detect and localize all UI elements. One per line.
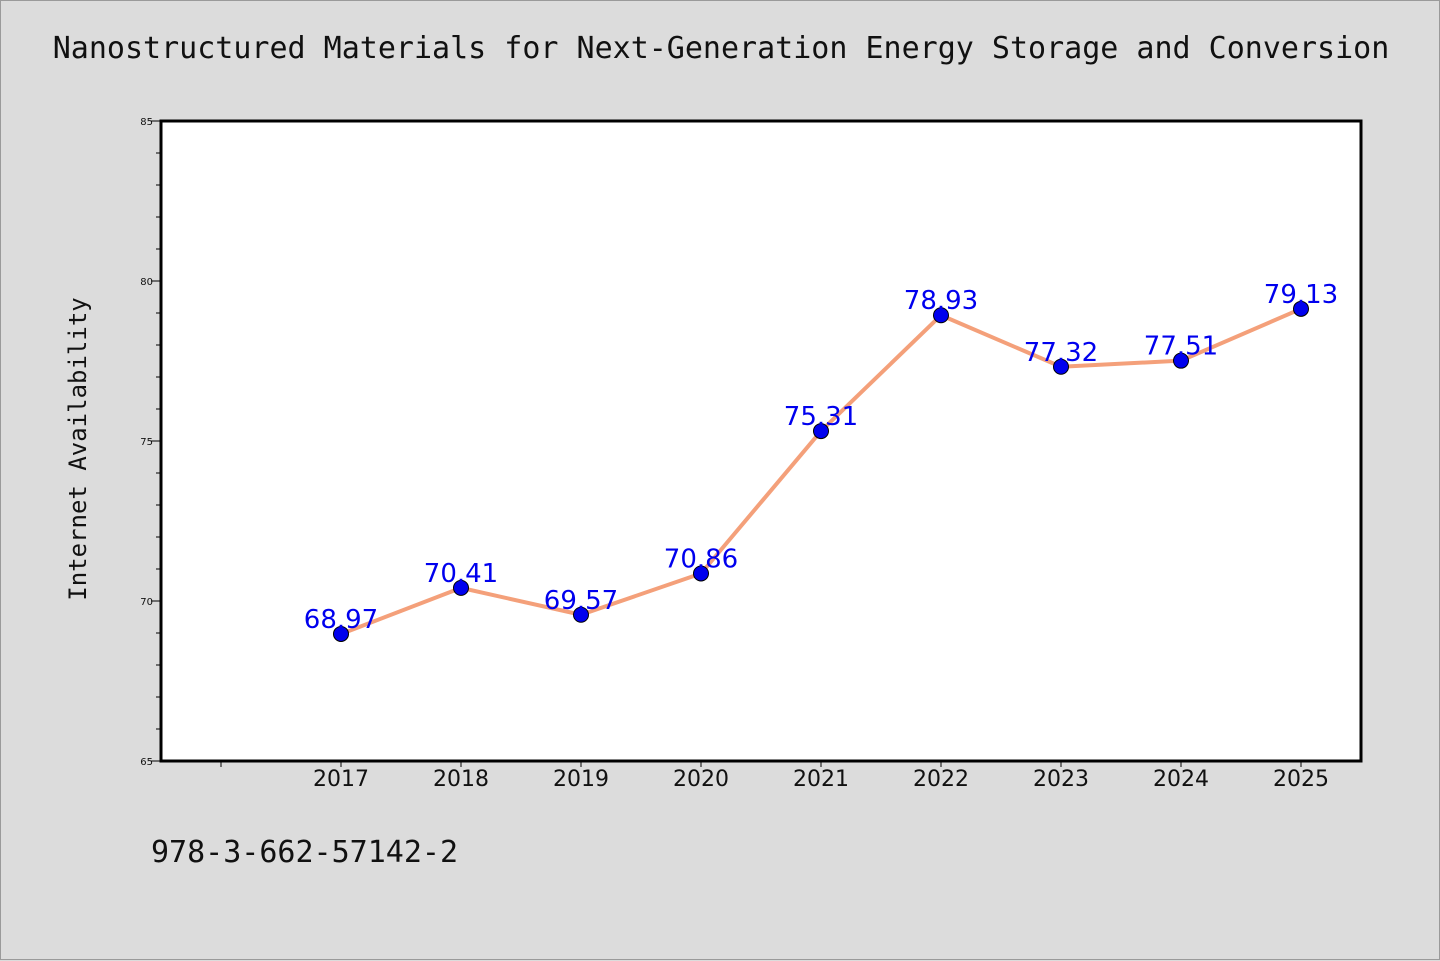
y-tick-label: 70 [140, 597, 153, 608]
data-point [813, 423, 829, 440]
data-label: 75.31 [784, 402, 858, 432]
x-axis-ticks: 2017 2018 2019 2020 2021 2022 2023 2024 2025 [220, 761, 1329, 792]
data-point [573, 606, 589, 623]
data-point [1053, 358, 1069, 375]
data-label: 77.32 [1024, 338, 1098, 368]
data-label: 77.51 [1144, 332, 1218, 362]
data-point [453, 579, 469, 596]
y-axis-ticks: 65 70 75 80 85 [140, 117, 161, 768]
x-tick-label: 2020 [673, 767, 729, 792]
caption-isbn: 978-3-662-57142-2 [151, 835, 459, 870]
y-axis-label: Internet Availability [64, 297, 92, 600]
x-tick-label: 2019 [553, 767, 609, 792]
x-tick-label: 2018 [433, 767, 489, 792]
data-point [333, 625, 349, 642]
y-tick-label: 75 [140, 437, 153, 448]
x-tick-label: 2023 [1033, 767, 1089, 792]
plot-area [161, 121, 1361, 761]
x-tick-label: 2017 [313, 767, 369, 792]
data-label: 79.13 [1264, 280, 1338, 310]
data-label: 78.93 [904, 286, 978, 316]
data-label: 70.41 [424, 559, 498, 589]
x-tick-label: 2021 [793, 767, 849, 792]
y-tick-label: 65 [140, 757, 153, 768]
x-tick-label: 2024 [1153, 767, 1209, 792]
data-point [1293, 300, 1309, 317]
data-point [693, 565, 709, 582]
data-point [1173, 352, 1189, 369]
y-tick-label: 85 [140, 117, 153, 128]
data-markers [333, 300, 1309, 642]
data-label: 69.57 [544, 586, 618, 616]
chart-title: Nanostructured Materials for Next-Genera… [52, 31, 1390, 66]
y-tick-label: 80 [140, 277, 153, 288]
x-tick-label: 2022 [913, 767, 969, 792]
plot-frame [159, 119, 1363, 763]
data-label: 68.97 [304, 605, 378, 635]
data-point [933, 307, 949, 324]
data-label: 70.86 [664, 544, 738, 574]
data-labels: 68.97 70.41 69.57 70.86 75.31 78.93 77.32 77.51… [304, 280, 1338, 635]
x-tick-label: 2025 [1273, 767, 1329, 792]
